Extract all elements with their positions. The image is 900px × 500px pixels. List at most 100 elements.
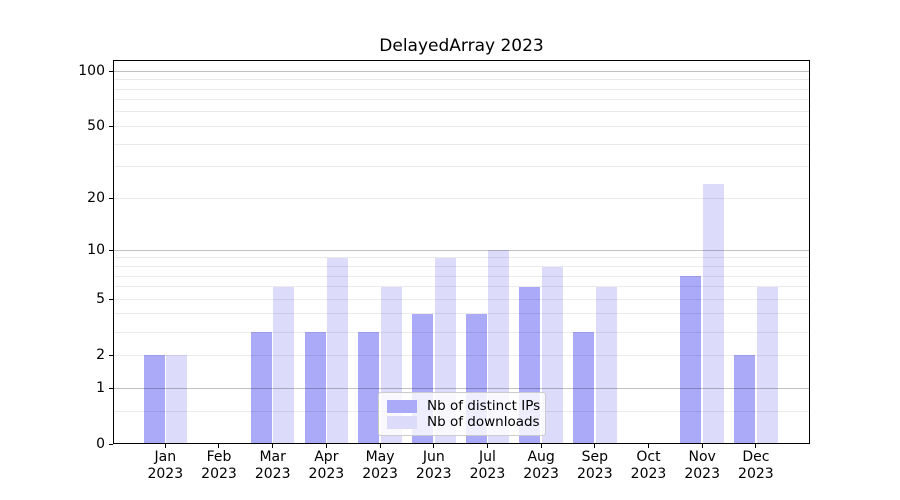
x-tick-label-month: Jan <box>154 449 177 465</box>
x-tick-label: Nov 2023 <box>670 449 734 483</box>
y-tick <box>109 354 113 356</box>
y-tick <box>109 298 113 300</box>
gridline-minor <box>114 99 809 101</box>
x-tick-label: Aug 2023 <box>509 449 573 483</box>
bar-distinct-ips-apr <box>304 332 326 443</box>
bar-distinct-ips-jan <box>143 355 165 443</box>
y-tick <box>109 125 113 127</box>
bar-distinct-ips-mar <box>250 332 272 443</box>
gridline-minor <box>114 298 809 300</box>
gridline-minor <box>114 79 809 81</box>
x-tick-label-month: Aug <box>527 449 555 465</box>
gridline-minor <box>114 257 809 259</box>
x-tick-label-year: 2023 <box>201 466 237 482</box>
x-tick-label-year: 2023 <box>254 466 291 482</box>
y-tick-label: 20 <box>87 189 105 206</box>
x-tick-label: Apr 2023 <box>294 449 358 483</box>
legend-swatch-distinct-ips <box>387 399 417 413</box>
gridline-minor <box>114 331 809 333</box>
y-tick-label: 5 <box>96 290 105 307</box>
x-tick-label: Feb 2023 <box>187 449 251 483</box>
x-tick <box>272 444 274 448</box>
x-tick-label: Sep 2023 <box>563 449 627 483</box>
bar-distinct-ips-nov <box>680 276 702 443</box>
y-tick-label: 0 <box>96 435 105 452</box>
gridline-minor <box>114 266 809 267</box>
bar-downloads-mar <box>273 286 295 443</box>
x-tick <box>325 444 327 448</box>
x-tick-label-year: 2023 <box>308 466 345 482</box>
y-tick <box>109 387 113 389</box>
bar-downloads-apr <box>327 257 349 443</box>
y-tick-label: 100 <box>78 62 105 79</box>
y-tick-label: 50 <box>87 117 105 134</box>
x-tick <box>486 444 488 448</box>
bar-distinct-ips-sep <box>573 332 595 443</box>
gridline-minor <box>114 275 809 277</box>
chart-title: DelayedArray 2023 <box>379 36 544 56</box>
y-tick <box>109 70 113 72</box>
x-tick-label-month: Sep <box>581 449 608 465</box>
gridline-major <box>114 249 809 251</box>
gridline-major <box>114 70 809 72</box>
y-tick-label: 10 <box>87 241 105 258</box>
x-tick-label-year: 2023 <box>684 466 720 482</box>
x-tick-label: Oct 2023 <box>617 449 681 483</box>
x-tick-label: Mar 2023 <box>241 449 305 483</box>
x-tick-label-year: 2023 <box>362 466 398 482</box>
x-tick <box>379 444 381 448</box>
x-tick-label-year: 2023 <box>523 466 559 482</box>
x-tick-label: Jan 2023 <box>133 449 197 483</box>
x-tick-label-year: 2023 <box>147 466 184 482</box>
x-tick-label-month: Feb <box>206 449 232 465</box>
y-tick <box>109 249 113 251</box>
gridline-minor <box>114 197 809 199</box>
x-tick-label-year: 2023 <box>415 466 452 482</box>
x-tick-label-month: Mar <box>259 449 286 465</box>
x-tick <box>164 444 166 448</box>
x-tick <box>540 444 542 448</box>
legend-label-distinct-ips: Nb of distinct IPs <box>427 398 541 414</box>
bar-downloads-aug <box>541 266 563 443</box>
x-tick-label-year: 2023 <box>630 466 667 482</box>
x-tick-label-month: Jun <box>422 449 445 465</box>
gridline-minor <box>114 286 809 288</box>
x-tick-label-month: Jul <box>478 449 496 465</box>
y-tick-label: 1 <box>96 379 105 396</box>
x-tick-label-month: Apr <box>314 449 339 465</box>
bar-downloads-jan <box>166 355 188 443</box>
x-tick-label: Jun 2023 <box>402 449 466 483</box>
bar-distinct-ips-dec <box>734 355 756 443</box>
x-tick-label-year: 2023 <box>576 466 613 482</box>
legend-item-downloads: Nb of downloads <box>387 414 540 430</box>
gridline-minor <box>114 88 809 90</box>
x-tick-label-year: 2023 <box>469 466 506 482</box>
x-tick-label: May 2023 <box>348 449 412 483</box>
y-tick <box>109 197 113 199</box>
gridline-minor <box>114 143 809 145</box>
gridline-minor <box>114 354 809 356</box>
x-tick-label-month: May <box>365 449 395 465</box>
x-tick-label-year: 2023 <box>738 466 774 482</box>
legend-label-downloads: Nb of downloads <box>427 414 540 430</box>
legend-swatch-downloads <box>387 415 417 429</box>
y-tick <box>109 443 113 445</box>
x-tick-label-month: Nov <box>688 449 716 465</box>
gridline-minor <box>114 111 809 113</box>
legend: Nb of distinct IPs Nb of downloads <box>378 392 546 436</box>
gridline-major <box>114 387 809 389</box>
x-tick <box>218 444 220 448</box>
x-tick-label-month: Oct <box>636 449 661 465</box>
bar-downloads-nov <box>702 183 724 443</box>
x-tick <box>755 444 757 448</box>
bar-downloads-sep <box>595 286 617 443</box>
x-tick-label-month: Dec <box>742 449 770 465</box>
gridline-minor <box>114 166 809 168</box>
x-tick-label: Jul 2023 <box>455 449 519 483</box>
bar-distinct-ips-may <box>358 332 380 443</box>
gridline-minor <box>114 125 809 127</box>
x-tick <box>701 444 703 448</box>
